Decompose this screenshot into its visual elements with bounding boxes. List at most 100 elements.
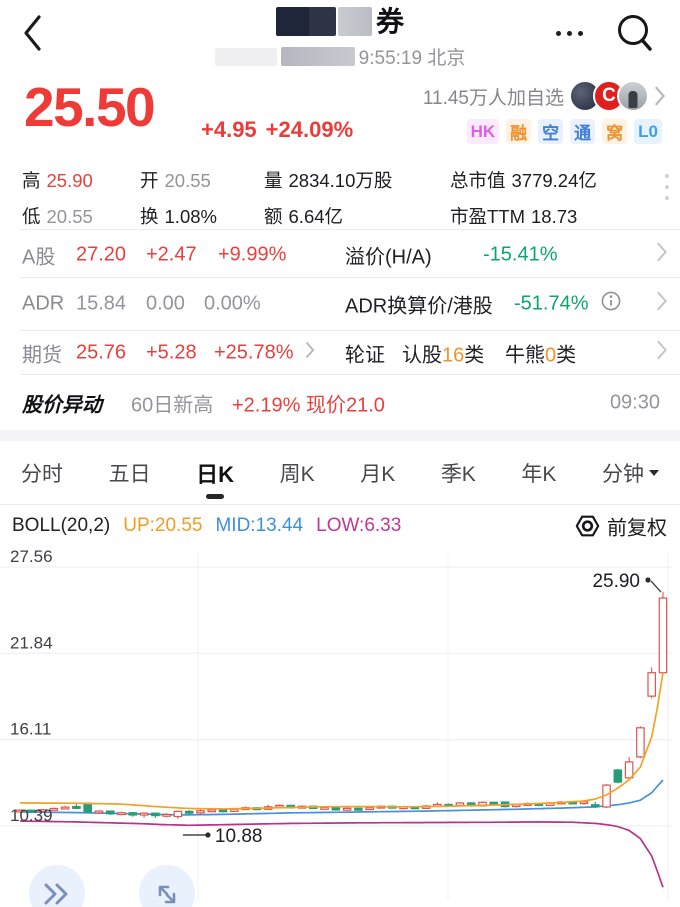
adjust-mode-button[interactable]: 前复权 <box>575 512 667 541</box>
stat-量: 量 2834.10万股 <box>264 167 450 193</box>
quote-time: 9:55:19 北京 <box>358 48 466 69</box>
quote-timestamp-row: 9:55:19 北京 <box>0 43 680 70</box>
watchers-count: 11.45万人加自选 <box>422 87 564 109</box>
period-tab-bar: 分时 五日 日K 周K 月K 季K 年K 分钟 <box>0 441 680 504</box>
stat-label: 高 <box>22 170 41 191</box>
stat-总市值: 总市值 3779.24亿 <box>450 167 636 193</box>
current-price: 25.50 <box>24 76 156 138</box>
a-share-change: +2.47 <box>146 243 197 265</box>
chevron-right-icon <box>657 340 667 359</box>
tab-年K[interactable]: 年K <box>521 441 556 504</box>
chevron-right-icon <box>657 242 667 261</box>
tab-label: 分时 <box>21 462 63 486</box>
back-button[interactable] <box>14 12 50 54</box>
y-axis-labels: 27.56 21.84 16.11 10.39 <box>10 547 53 825</box>
stats-pager-dots <box>665 174 669 200</box>
indicator-name[interactable]: BOLL(20,2) <box>12 515 111 536</box>
chevron-right-icon <box>655 86 666 106</box>
stat-高: 高 25.90 <box>22 167 140 193</box>
price-change: +4.95 +24.09% <box>201 117 353 143</box>
redacted-subtitle-block <box>214 47 277 66</box>
boll-upper-band <box>20 672 664 810</box>
double-chevron-right-icon <box>44 883 68 905</box>
page-title: 券 <box>0 7 680 36</box>
tab-label: 五日 <box>108 462 151 486</box>
adr-label: ADR <box>22 292 65 315</box>
svg-text:10.39: 10.39 <box>10 806 53 825</box>
market-badge-HK: HK <box>466 119 500 144</box>
tab-季K[interactable]: 季K <box>441 441 476 504</box>
adr-price: 15.84 <box>76 292 127 315</box>
stat-低: 低 20.55 <box>22 203 140 229</box>
market-badge-窝: 窝 <box>602 119 628 144</box>
stat-label: 开 <box>140 170 159 191</box>
stat-label: 换 <box>140 206 159 227</box>
back-chevron-icon <box>24 15 41 51</box>
tab-日K[interactable]: 日K <box>196 441 234 504</box>
adr-conv-value: -51.74% <box>514 292 589 315</box>
boll-up-value: UP:20.55 <box>123 515 203 536</box>
tab-label: 月K <box>360 462 396 486</box>
stat-value: 18.73 <box>531 206 578 227</box>
market-badge-L0: L0 <box>634 119 662 144</box>
watchlist-entry[interactable]: 11.45万人加自选 C <box>423 80 666 112</box>
warrants-label: 轮证 <box>345 344 385 366</box>
a-share-row[interactable]: A股 27.20 +2.47 +9.99% 溢价(H/A) -15.41% <box>0 232 680 277</box>
candles <box>15 592 668 819</box>
section-separator <box>0 430 680 441</box>
change-value: +4.95 <box>201 117 257 142</box>
fast-forward-button[interactable] <box>29 865 85 907</box>
a-share-pct: +9.99% <box>218 243 287 265</box>
low-price-label: 10.88 <box>215 826 263 847</box>
price-alert-row[interactable]: 股价异动 60日新高 +2.19% 现价21.0 09:30 <box>0 375 680 430</box>
adr-conv-label: ADR换算价/港股 <box>345 295 493 318</box>
kline-chart[interactable]: 10.88 25.90 27.56 21.84 16.11 10.39 <box>0 547 680 907</box>
premium-label: 溢价(H/A) <box>345 246 432 268</box>
settings-nut-icon <box>575 515 600 537</box>
stat-value: 6.64亿 <box>288 206 344 227</box>
high-price-label: 25.90 <box>592 571 640 592</box>
stat-额: 额 6.64亿 <box>264 203 450 229</box>
info-icon[interactable] <box>600 290 622 312</box>
a-share-label: A股 <box>22 246 56 268</box>
stat-value: 20.55 <box>164 170 211 191</box>
fullscreen-button[interactable] <box>139 865 195 907</box>
chevron-right-icon <box>657 291 667 311</box>
boll-middle-band <box>20 779 664 816</box>
alert-detail: +2.19% 现价21.0 <box>232 394 385 416</box>
tab-五日[interactable]: 五日 <box>109 441 151 504</box>
stat-value: 1.08% <box>164 206 217 227</box>
tab-周K[interactable]: 周K <box>280 441 315 504</box>
futures-price: 25.76 <box>76 341 127 363</box>
tab-label: 日K <box>196 461 235 487</box>
tab-label: 周K <box>279 462 315 486</box>
gridlines <box>0 553 672 901</box>
stat-value: 20.55 <box>46 206 93 227</box>
market-badge-空: 空 <box>538 119 564 144</box>
tab-label: 季K <box>440 462 476 486</box>
futures-label: 期货 <box>22 344 62 366</box>
tab-分时[interactable]: 分时 <box>21 441 63 504</box>
svg-text:21.84: 21.84 <box>10 633 53 652</box>
indicator-bar: BOLL(20,2) UP:20.55 MID:13.44 LOW:6.33 前… <box>0 505 680 547</box>
tab-月K[interactable]: 月K <box>360 441 395 504</box>
more-menu-button[interactable] <box>546 18 592 48</box>
person-silhouette <box>628 91 638 108</box>
futures-row[interactable]: 期货 25.76 +5.28 +25.78% 轮证 认股16类 牛熊0类 <box>0 331 680 374</box>
tab-分钟[interactable]: 分钟 <box>602 441 659 504</box>
stat-换: 换 1.08% <box>140 203 264 229</box>
search-button[interactable] <box>610 8 660 58</box>
svg-text:27.56: 27.56 <box>10 547 53 566</box>
redacted-title-block <box>275 7 336 36</box>
stat-value: 3779.24亿 <box>511 170 597 191</box>
change-percent: +24.09% <box>265 117 354 142</box>
stat-value: 2834.10万股 <box>288 170 393 191</box>
redacted-subtitle-block <box>280 47 355 66</box>
alert-title: 股价异动 <box>22 394 102 416</box>
adr-row[interactable]: ADR 15.84 0.00 0.00% ADR换算价/港股 -51.74% <box>0 278 680 330</box>
adr-pct: 0.00% <box>204 292 261 315</box>
stat-市盈TTM: 市盈TTM 18.73 <box>450 203 636 229</box>
market-badge-通: 通 <box>570 119 596 144</box>
tab-label: 分钟 <box>602 462 644 486</box>
